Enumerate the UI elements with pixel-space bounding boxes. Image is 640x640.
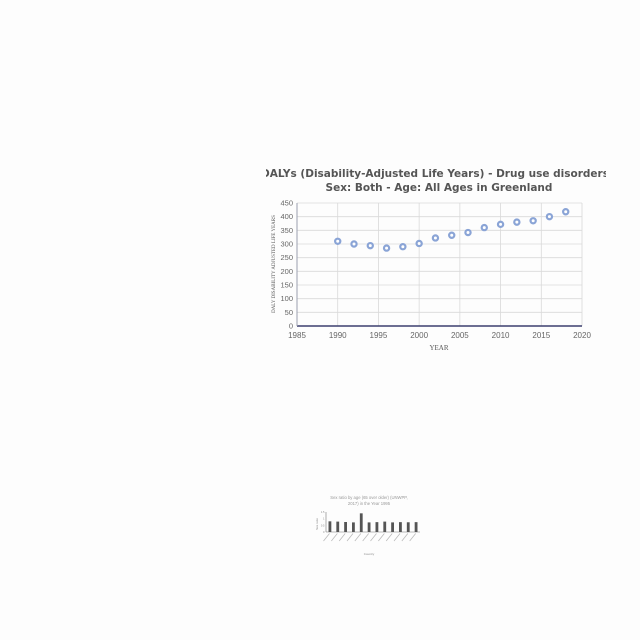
x-tick-label: 2020 (573, 331, 591, 340)
mini-x-tick-label (346, 533, 354, 542)
y-tick-label: 250 (280, 253, 293, 262)
data-point (431, 234, 440, 242)
y-axis-label: DALY DISABILITY ADJUSTED LIFE YEARS (272, 215, 277, 313)
mini-bar (391, 522, 394, 532)
x-axis-label: YEAR (429, 344, 448, 352)
data-points (334, 208, 570, 252)
mini-bar (359, 513, 363, 532)
mini-bar (375, 522, 379, 532)
mini-x-axis-label: Country (364, 552, 375, 556)
mini-y-tick-labels: 0 0.5 1 1.5 (321, 510, 325, 534)
mini-x-tick-label (323, 533, 330, 542)
x-tick-label: 2005 (451, 331, 469, 340)
mini-bar (344, 522, 347, 532)
mini-y-tick-label: 1.5 (321, 510, 325, 514)
y-tick-labels: 0 50 100 150 200 250 300 350 400 450 (280, 199, 293, 331)
mini-x-tick-label (354, 533, 362, 542)
mini-y-tick-label: 1 (323, 517, 325, 521)
main-chart: DALYs (Disability-Adjusted Life Years) -… (266, 168, 606, 352)
chart-title-line-2: Sex: Both - Age: All Ages in Greenland (326, 182, 553, 194)
data-point (415, 239, 423, 248)
y-tick-label: 350 (280, 226, 293, 235)
data-point (496, 220, 505, 229)
x-tick-label: 2015 (532, 331, 550, 340)
data-point (480, 223, 488, 232)
x-tick-label: 1985 (288, 331, 306, 340)
x-tick-label: 2000 (410, 331, 428, 340)
mini-y-tick-label: 0.5 (321, 523, 325, 527)
mini-x-tick-label (393, 533, 401, 542)
data-point (382, 244, 391, 252)
data-point (545, 212, 554, 221)
mini-bars (323, 513, 418, 542)
mini-bar (399, 522, 402, 532)
data-point (334, 237, 342, 245)
grid (297, 202, 583, 327)
mini-x-tick-label (370, 533, 377, 542)
data-point (513, 218, 521, 226)
x-tick-label: 2010 (492, 331, 510, 340)
mini-x-tick-label (385, 533, 393, 542)
mini-y-axis-label: Sex ratio (315, 518, 319, 530)
mini-y-tick-label: 0 (323, 530, 325, 534)
x-tick-label: 1995 (370, 331, 388, 340)
chart-title-line-1: DALYs (Disability-Adjusted Life Years) -… (266, 168, 606, 180)
y-tick-label: 200 (280, 267, 293, 276)
mini-bar (336, 521, 340, 532)
data-point (399, 243, 407, 251)
y-tick-label: 150 (280, 281, 293, 290)
mini-chart-title-line-2: 2017) in the Year 1995 (348, 501, 391, 506)
mini-bar (414, 522, 418, 532)
mini-bar (367, 522, 371, 532)
mini-bar (406, 522, 410, 532)
data-point (529, 217, 537, 225)
mini-x-tick-label (409, 533, 416, 542)
y-tick-label: 100 (280, 294, 293, 303)
y-tick-label: 50 (285, 308, 293, 317)
data-point (464, 228, 472, 237)
x-tick-labels: 1985 1990 1995 2000 2005 2010 2015 2020 (288, 331, 591, 340)
y-tick-label: 450 (280, 199, 293, 208)
mini-chart-title-line-1: Sex ratio by age (65 over older) (UNWPP, (330, 495, 407, 500)
mini-x-tick-label (331, 533, 338, 542)
mini-bar (383, 521, 387, 532)
mini-bar (352, 522, 355, 532)
mini-x-tick-label (401, 533, 409, 542)
mini-x-tick-label (338, 533, 346, 542)
y-tick-label: 300 (280, 240, 293, 249)
y-tick-label: 400 (280, 212, 293, 221)
data-point (448, 231, 456, 239)
data-point (366, 241, 374, 250)
y-tick-label: 0 (289, 322, 293, 331)
mini-x-tick-label (378, 533, 385, 542)
x-tick-label: 1990 (329, 331, 347, 340)
mini-bar (328, 521, 332, 532)
data-point (562, 208, 570, 216)
mini-chart: Sex ratio by age (65 over older) (UNWPP,… (315, 495, 420, 556)
data-point (350, 240, 358, 248)
mini-x-tick-label (362, 533, 369, 542)
